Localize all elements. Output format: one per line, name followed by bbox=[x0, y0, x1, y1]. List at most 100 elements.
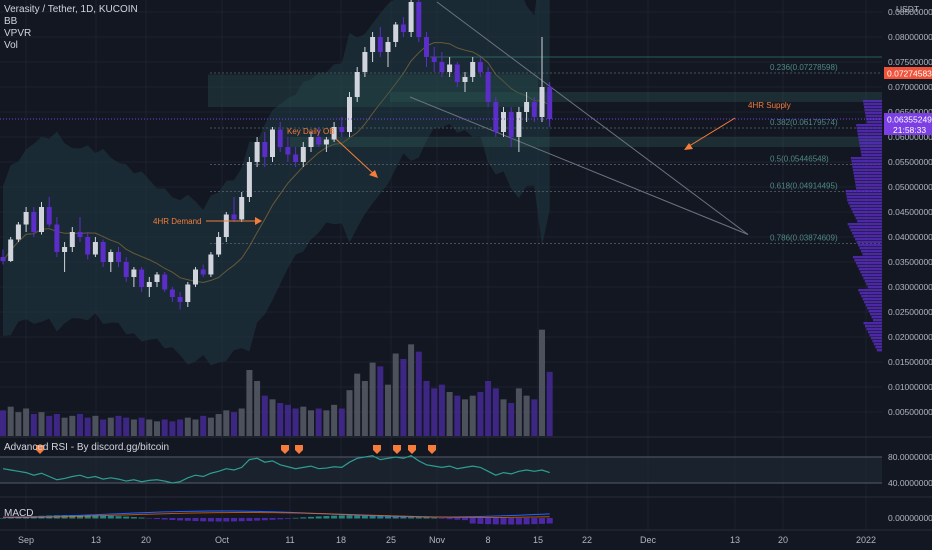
candle-body bbox=[285, 147, 291, 155]
vpvr-bar bbox=[851, 160, 882, 163]
macd-histogram-bar bbox=[300, 517, 307, 519]
fib-price-value: 0.07274583 bbox=[887, 69, 932, 79]
volume-bar bbox=[238, 408, 245, 436]
macd-histogram-bar bbox=[377, 515, 384, 519]
candle-body bbox=[223, 214, 229, 237]
candle-body bbox=[470, 62, 476, 77]
rsi-signal-marker bbox=[393, 445, 401, 454]
volume-bar bbox=[161, 419, 168, 436]
macd-histogram-bar bbox=[392, 515, 399, 519]
vpvr-bar bbox=[864, 301, 882, 304]
chart-legend: Verasity / Tether, 1D, KUCOIN BB VPVR Vo… bbox=[4, 4, 138, 52]
candle-body bbox=[447, 64, 453, 72]
candle-body bbox=[77, 232, 83, 237]
candle-body bbox=[316, 137, 322, 145]
annotation-demand: 4HR Demand bbox=[153, 217, 201, 226]
volume-bar bbox=[200, 415, 207, 436]
volume-bar bbox=[361, 381, 368, 436]
macd-signal-line bbox=[2, 512, 550, 519]
vpvr-bar bbox=[860, 271, 882, 274]
candle-body bbox=[146, 282, 152, 287]
volume-bar bbox=[7, 406, 14, 436]
candle-body bbox=[477, 62, 483, 72]
candle-body bbox=[300, 147, 306, 162]
vpvr-bar bbox=[863, 277, 882, 280]
macd-histogram-bar bbox=[454, 518, 461, 520]
volume-bar bbox=[38, 412, 45, 436]
volume-bar bbox=[423, 381, 430, 436]
candle-body bbox=[370, 37, 376, 52]
indicator-vol[interactable]: Vol bbox=[4, 40, 18, 51]
macd-histogram-bar bbox=[115, 516, 122, 519]
rsi-signal-marker bbox=[281, 445, 289, 454]
price-axis-label: 0.07000000 bbox=[888, 82, 932, 92]
volume-bar bbox=[30, 414, 37, 436]
trend-line bbox=[409, 96, 749, 235]
rsi-indicator-label[interactable]: Advanced RSI - By discord.gg/bitcoin bbox=[4, 442, 170, 453]
candle-body bbox=[231, 214, 237, 220]
volume-bar bbox=[254, 381, 261, 436]
vpvr-bar bbox=[860, 151, 882, 154]
candle-body bbox=[185, 284, 191, 302]
macd-histogram-bar bbox=[146, 518, 153, 519]
candle-body bbox=[254, 142, 260, 162]
volume-bar bbox=[61, 417, 68, 436]
vpvr-bar bbox=[868, 310, 882, 313]
indicator-bb[interactable]: BB bbox=[4, 16, 18, 27]
volume-bar bbox=[154, 421, 160, 436]
vpvr-bar bbox=[864, 109, 882, 112]
candle-body bbox=[323, 139, 329, 145]
time-axis-label: 8 bbox=[485, 535, 490, 545]
candle-body bbox=[547, 87, 553, 119]
volume-bar bbox=[392, 353, 399, 436]
macd-histogram-bar bbox=[100, 515, 107, 519]
macd-histogram-bar bbox=[531, 518, 538, 525]
vpvr-bar bbox=[857, 130, 882, 133]
volume-bar bbox=[492, 388, 499, 436]
volume-bar bbox=[462, 399, 468, 436]
volume-bar bbox=[438, 384, 445, 436]
volume-bar bbox=[300, 406, 307, 436]
macd-histogram-bar bbox=[438, 518, 445, 519]
volume-bar bbox=[469, 395, 476, 436]
vpvr-bar bbox=[852, 256, 882, 259]
price-axis-label: 0.06500000 bbox=[888, 107, 932, 117]
volume-bar bbox=[323, 410, 330, 436]
price-axis-label: 0.05000000 bbox=[888, 182, 932, 192]
price-axis-label: 0.02000000 bbox=[888, 332, 932, 342]
candle-body bbox=[377, 37, 383, 52]
macd-histogram-bar bbox=[515, 518, 522, 525]
fib-level-label: 0.236(0.07278598) bbox=[770, 63, 838, 72]
indicator-vpvr[interactable]: VPVR bbox=[4, 28, 32, 39]
volume-bar bbox=[531, 399, 538, 436]
volume-bar bbox=[261, 395, 268, 436]
volume-bar bbox=[207, 417, 214, 436]
vpvr-bar bbox=[854, 214, 882, 217]
candle-body bbox=[270, 129, 275, 157]
macd-histogram-bar bbox=[184, 518, 191, 521]
macd-histogram-bar bbox=[385, 515, 391, 519]
currency-label: USDT bbox=[896, 4, 919, 14]
volume-bar bbox=[284, 404, 291, 436]
macd-histogram-bar bbox=[315, 516, 322, 519]
candle-body bbox=[154, 274, 160, 282]
macd-histogram-bar bbox=[269, 518, 276, 520]
volume-bar bbox=[500, 399, 507, 436]
volume-bar bbox=[169, 421, 176, 436]
candle-body bbox=[169, 289, 175, 297]
vpvr-bar bbox=[866, 121, 882, 124]
macd-histogram-bar bbox=[292, 517, 299, 519]
volume-bar bbox=[508, 403, 515, 436]
vpvr-bar bbox=[850, 229, 882, 232]
macd-indicator-label[interactable]: MACD bbox=[4, 508, 34, 519]
price-axis-label: 0.08500000 bbox=[888, 7, 932, 17]
macd-histogram-bar bbox=[231, 518, 237, 522]
candle-body bbox=[177, 297, 183, 302]
vpvr-bar bbox=[866, 328, 882, 331]
volume-bar bbox=[523, 395, 530, 436]
macd-histogram-bar bbox=[92, 515, 99, 519]
vpvr-bar bbox=[857, 265, 882, 268]
volume-bar bbox=[515, 388, 522, 436]
volume-bar bbox=[123, 417, 130, 436]
